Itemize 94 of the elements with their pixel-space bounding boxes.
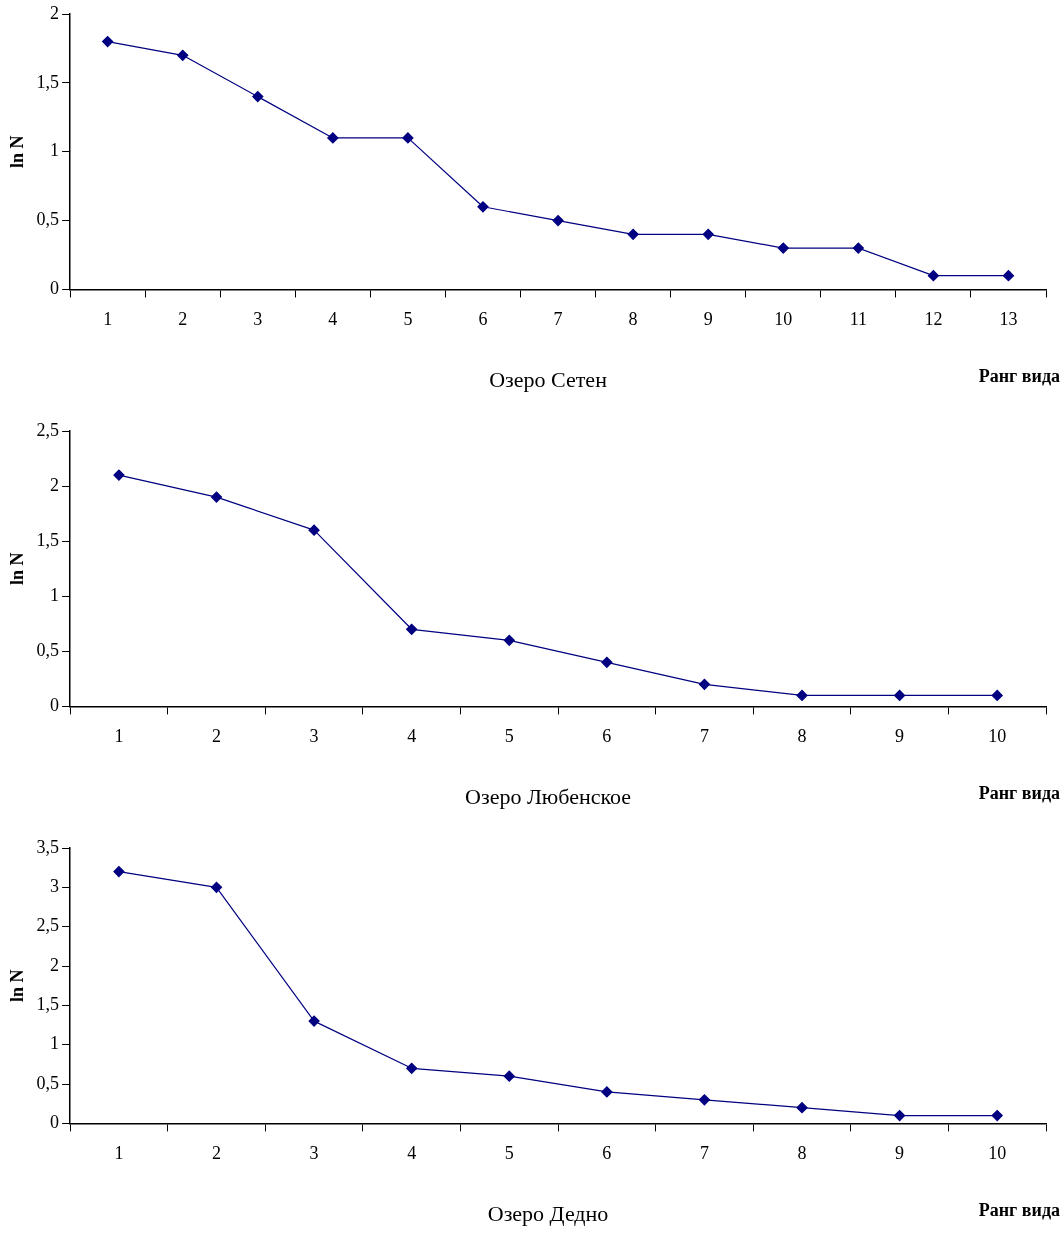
x-tick-label: 7 [699,726,709,747]
x-tick-label: 10 [774,309,793,330]
x-tick-label: 12 [924,309,943,330]
point [308,524,320,536]
x-tick-label: 6 [478,309,488,330]
y-tick-label: 3 [50,876,60,897]
x-tick-label: 7 [553,309,563,330]
y-tick-label: 2 [50,954,60,975]
x-tick-label: 4 [407,726,417,747]
x-tick-label: 1 [114,1143,124,1164]
y-tick-label: 1 [50,140,60,161]
text: Озеро Любенское [465,784,632,810]
point [308,1015,320,1027]
x-tick-label: 2 [211,726,221,747]
x-tick-label: 8 [797,1143,807,1164]
point [503,1070,515,1082]
x-axis-title: Ранг вида [978,783,1060,804]
point [177,49,189,61]
x-tick-label: 10 [988,726,1007,747]
y-tick-label: 0 [50,1112,60,1133]
point [852,242,864,254]
x-tick-label: 2 [178,309,188,330]
x-tick-label: 9 [895,726,905,747]
y-tick-label: 0 [50,278,60,299]
y-tick-label: 0 [50,695,60,716]
x-tick-label: 13 [999,309,1018,330]
text: Озеро Сетен [489,367,608,393]
y-tick-label: 1 [50,584,60,605]
x-tick-label: 9 [895,1143,905,1164]
x-tick-label: 3 [309,726,319,747]
x-tick-label: 3 [309,1143,319,1164]
point [252,91,264,103]
y-tick-label: 2,5 [36,915,60,936]
x-tick-label: 2 [211,1143,221,1164]
x-tick-label: 9 [703,309,713,330]
x-tick-label: 5 [504,1143,514,1164]
point [402,132,414,144]
y-axis-title: ln N [7,552,28,585]
point [627,228,639,240]
y-tick-label: 0,5 [36,640,60,661]
x-tick-label: 4 [407,1143,417,1164]
point [702,228,714,240]
point [796,689,808,701]
x-tick-label: 4 [328,309,338,330]
point [477,201,489,213]
x-tick-label: 5 [403,309,413,330]
text: Озеро Дедно [487,1201,609,1227]
point [894,1109,906,1122]
point [991,689,1003,701]
point [601,1086,613,1098]
y-tick-label: 1,5 [36,529,60,550]
point [102,35,114,48]
point [927,270,939,282]
x-tick-label: 11 [849,309,867,330]
point [503,634,515,646]
point [406,1062,418,1074]
point [552,214,564,227]
y-tick-label: 2,5 [36,419,60,440]
y-tick-label: 3,5 [36,836,60,857]
x-tick-label: 6 [602,726,612,747]
x-axis-title: Ранг вида [978,366,1060,387]
point [698,1094,711,1106]
y-tick-label: 0,5 [36,209,60,230]
y-tick-label: 2 [50,2,60,23]
x-tick-label: 10 [988,1143,1007,1164]
x-tick-label: 3 [253,309,263,330]
point [1002,270,1015,282]
y-tick-label: 2 [50,474,60,495]
y-tick-label: 0,5 [36,1072,60,1093]
point [113,469,125,481]
y-axis-title: ln N [7,969,28,1002]
y-tick-label: 1,5 [36,994,60,1015]
point [796,1102,808,1114]
point [327,132,339,144]
point [601,656,613,668]
point [698,678,711,690]
y-axis-title: ln N [7,135,28,168]
x-tick-label: 8 [628,309,638,330]
x-tick-label: 7 [699,1143,709,1164]
point [210,491,223,503]
point [894,689,906,701]
x-tick-label: 8 [797,726,807,747]
x-axis-title: Ранг вида [978,1200,1060,1221]
y-tick-label: 1 [50,1033,60,1054]
point [991,1109,1003,1122]
x-tick-label: 1 [103,309,113,330]
x-tick-label: 5 [504,726,514,747]
point [210,881,223,893]
x-tick-label: 1 [114,726,124,747]
x-tick-label: 6 [602,1143,612,1164]
point [113,866,125,878]
y-tick-label: 1,5 [36,71,60,92]
point [406,623,418,635]
point [777,242,789,254]
